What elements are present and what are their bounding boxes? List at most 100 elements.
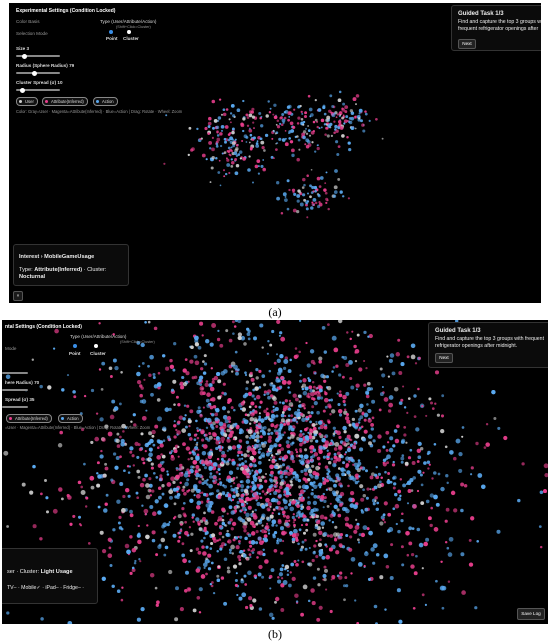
scatter-point[interactable] — [362, 437, 367, 442]
scatter-point[interactable] — [59, 430, 63, 435]
scatter-point[interactable] — [313, 484, 318, 489]
scatter-point[interactable] — [325, 588, 328, 591]
scatter-point[interactable] — [314, 118, 318, 122]
scatter-point[interactable] — [129, 450, 133, 454]
scatter-point[interactable] — [207, 451, 212, 457]
scatter-point[interactable] — [310, 206, 314, 210]
scatter-point[interactable] — [351, 422, 355, 426]
scatter-point[interactable] — [258, 412, 261, 415]
scatter-point[interactable] — [216, 337, 221, 342]
scatter-point[interactable] — [212, 126, 215, 130]
scatter-point[interactable] — [408, 526, 413, 531]
scatter-point[interactable] — [260, 115, 263, 118]
scatter-point[interactable] — [331, 510, 335, 513]
scatter-point[interactable] — [175, 474, 180, 480]
scatter-point[interactable] — [223, 601, 228, 606]
scatter-point[interactable] — [416, 460, 420, 463]
scatter-point[interactable] — [180, 385, 185, 390]
scatter-point[interactable] — [218, 447, 223, 452]
scatter-point[interactable] — [198, 474, 203, 478]
scatter-point[interactable] — [189, 549, 193, 553]
scatter-point[interactable] — [251, 548, 256, 552]
scatter-point[interactable] — [357, 538, 360, 542]
scatter-point[interactable] — [223, 432, 227, 436]
scatter-point[interactable] — [273, 548, 278, 553]
scatter-point[interactable] — [343, 403, 347, 407]
scatter-point[interactable] — [187, 153, 190, 157]
scatter-point[interactable] — [310, 130, 315, 135]
scatter-point[interactable] — [77, 480, 82, 485]
scatter-point[interactable] — [285, 491, 290, 496]
scatter-point[interactable] — [363, 412, 369, 418]
scatter-point[interactable] — [353, 116, 357, 119]
scatter-point[interactable] — [226, 157, 228, 160]
scatter-point[interactable] — [179, 529, 183, 533]
scatter-point[interactable] — [142, 461, 146, 465]
scatter-point[interactable] — [132, 413, 136, 417]
scatter-point[interactable] — [256, 140, 259, 143]
scatter-point[interactable] — [315, 508, 319, 512]
scatter-point[interactable] — [261, 346, 264, 349]
scatter-point[interactable] — [349, 376, 353, 381]
scatter-point[interactable] — [418, 542, 424, 548]
scatter-point[interactable] — [293, 192, 297, 196]
scatter-point[interactable] — [317, 205, 321, 209]
scatter-point[interactable] — [286, 569, 289, 572]
scatter-point[interactable] — [280, 336, 286, 342]
scatter-point[interactable] — [184, 358, 188, 361]
scatter-point[interactable] — [355, 103, 357, 106]
scatter-point[interactable] — [375, 622, 378, 624]
scatter-point[interactable] — [204, 520, 209, 526]
scatter-point[interactable] — [323, 123, 327, 126]
scatter-point[interactable] — [403, 406, 407, 409]
scatter-point[interactable] — [72, 390, 76, 394]
scatter-point[interactable] — [220, 461, 224, 465]
scatter-point[interactable] — [323, 496, 327, 500]
scatter-point[interactable] — [231, 161, 235, 165]
scatter-point[interactable] — [483, 446, 487, 449]
scatter-point[interactable] — [406, 355, 410, 359]
scatter-point[interactable] — [172, 368, 176, 372]
scatter-point[interactable] — [328, 487, 333, 492]
scatter-point[interactable] — [310, 359, 315, 364]
scatter-point[interactable] — [410, 343, 416, 349]
scatter-point[interactable] — [345, 115, 349, 119]
scatter-point[interactable] — [157, 446, 160, 449]
scatter-point[interactable] — [149, 449, 152, 452]
scatter-point[interactable] — [266, 450, 269, 453]
scatter-point[interactable] — [328, 109, 332, 113]
scatter-point[interactable] — [230, 158, 233, 161]
scatter-point[interactable] — [191, 516, 194, 519]
scatter-point[interactable] — [100, 388, 104, 391]
scatter-point[interactable] — [354, 524, 360, 530]
scatter-point[interactable] — [337, 120, 342, 124]
scatter-point[interactable] — [262, 159, 265, 161]
scatter-point[interactable] — [181, 507, 185, 511]
spread-slider-knob[interactable] — [20, 87, 25, 93]
scatter-point[interactable] — [331, 113, 336, 118]
scatter-point[interactable] — [39, 384, 43, 389]
scatter-point[interactable] — [252, 382, 255, 386]
scatter-point[interactable] — [363, 330, 367, 335]
scatter-point[interactable] — [182, 417, 186, 421]
scatter-point[interactable] — [321, 555, 326, 560]
scatter-point[interactable] — [288, 111, 292, 115]
scatter-point[interactable] — [421, 567, 424, 570]
scatter-point[interactable] — [203, 566, 206, 569]
scatter-point[interactable] — [265, 114, 269, 118]
scatter-point[interactable] — [336, 113, 340, 116]
scatter-point[interactable] — [324, 191, 328, 195]
scatter-point[interactable] — [221, 535, 225, 539]
scatter-point[interactable] — [195, 547, 200, 551]
scatter-point[interactable] — [238, 558, 242, 562]
scatter-point[interactable] — [254, 405, 258, 408]
scatter-point[interactable] — [181, 542, 185, 546]
scatter-point[interactable] — [338, 575, 343, 580]
scatter-point[interactable] — [178, 415, 184, 420]
scatter-point[interactable] — [212, 421, 216, 426]
scatter-point[interactable] — [281, 510, 286, 515]
scatter-point[interactable] — [293, 523, 296, 527]
scatter-point[interactable] — [194, 360, 200, 366]
scatter-point[interactable] — [295, 420, 298, 423]
scatter-point[interactable] — [255, 423, 258, 427]
